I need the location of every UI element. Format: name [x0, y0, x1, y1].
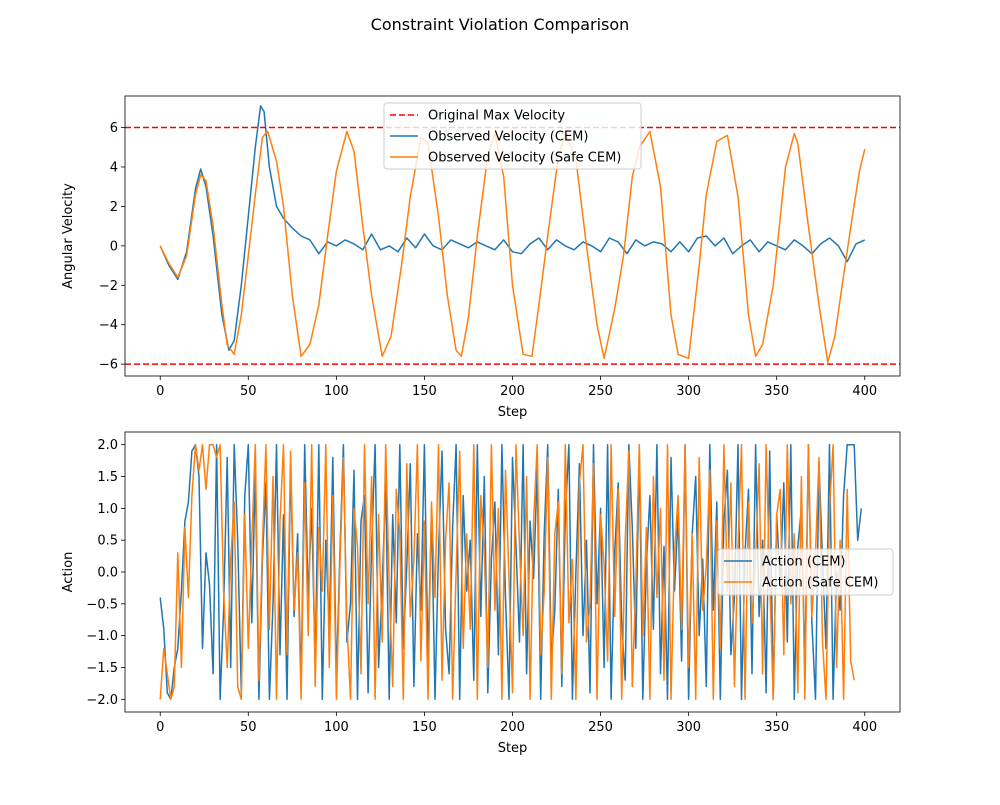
- legend-label: Original Max Velocity: [428, 109, 565, 124]
- y-tick-label: −4: [99, 318, 118, 333]
- legend-label: Observed Velocity (Safe CEM): [428, 151, 621, 166]
- x-tick-label: 150: [412, 384, 437, 399]
- x-tick-label: 100: [324, 384, 349, 399]
- x-axis-label: Step: [498, 741, 528, 756]
- y-tick-label: 6: [110, 121, 118, 136]
- y-tick-label: −2: [99, 279, 118, 294]
- x-tick-label: 0: [156, 720, 164, 735]
- y-tick-label: 2.0: [97, 438, 118, 453]
- x-tick-label: 400: [852, 720, 877, 735]
- x-tick-label: 150: [412, 720, 437, 735]
- legend: Original Max Velocity Observed Velocity (…: [383, 102, 642, 170]
- x-tick-label: 300: [676, 720, 701, 735]
- y-tick-label: 2: [110, 200, 118, 215]
- x-tick-label: 250: [588, 720, 613, 735]
- velocity-subplot: 0 50 100 150 200 250 300 350 400 −6 −4 −2 0 2 4 6 Step An…: [61, 95, 901, 420]
- x-tick-label: 350: [764, 384, 789, 399]
- legend-box: [383, 102, 642, 170]
- x-axis-label: Step: [498, 405, 528, 420]
- y-axis-label: Action: [61, 552, 76, 593]
- legend: Action (CEM) Action (Safe CEM): [717, 548, 894, 596]
- y-tick-label: 0: [110, 239, 118, 254]
- x-tick-label: 50: [240, 384, 257, 399]
- x-tick-label: 50: [240, 720, 257, 735]
- y-tick-label: −2.0: [86, 693, 118, 708]
- x-tick-label: 200: [500, 384, 525, 399]
- legend-label: Action (Safe CEM): [762, 576, 878, 591]
- x-tick-label: 0: [156, 384, 164, 399]
- legend-label: Observed Velocity (CEM): [428, 130, 588, 145]
- y-tick-label: 1.5: [97, 470, 118, 485]
- action-subplot: 0 50 100 150 200 250 300 350 400 −2.0 −1.5 −1.0 −0.5…: [61, 431, 901, 756]
- x-tick-label: 200: [500, 720, 525, 735]
- y-tick-label: −1.5: [86, 661, 118, 676]
- figure-title: Constraint Violation Comparison: [371, 15, 630, 34]
- series-line-action-safe-cem: [159, 443, 855, 701]
- y-axis-label: Angular Velocity: [61, 183, 76, 289]
- y-tick-label: −0.5: [86, 597, 118, 612]
- legend-label: Action (CEM): [762, 555, 846, 570]
- x-tick-label: 100: [324, 720, 349, 735]
- legend-box: [717, 548, 894, 596]
- y-tick-label: 1.0: [97, 502, 118, 517]
- y-tick-label: 0.0: [97, 566, 118, 581]
- y-tick-label: −1.0: [86, 629, 118, 644]
- series-line-observed-velocity-cem: [159, 105, 866, 352]
- x-tick-label: 350: [764, 720, 789, 735]
- x-tick-label: 400: [852, 384, 877, 399]
- y-tick-label: −6: [99, 358, 118, 373]
- y-tick-label: 0.5: [97, 534, 118, 549]
- y-tick-label: 4: [110, 160, 118, 175]
- x-tick-label: 300: [676, 384, 701, 399]
- x-tick-label: 250: [588, 384, 613, 399]
